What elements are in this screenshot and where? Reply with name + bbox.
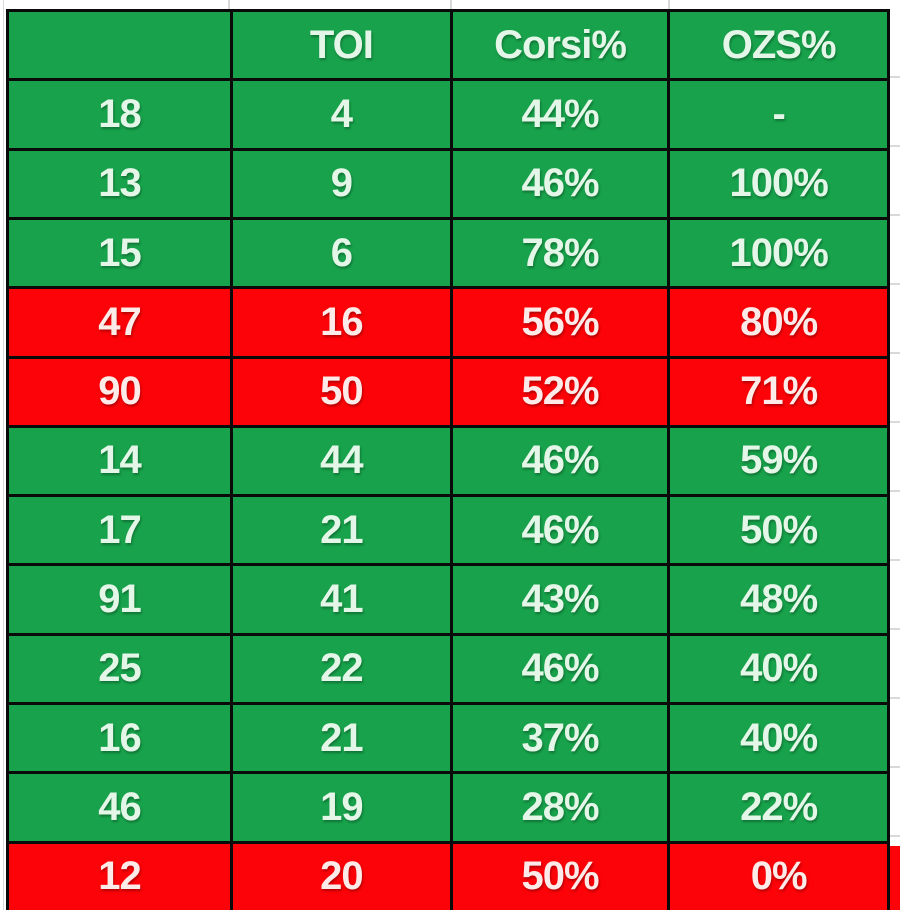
cell-ozs[interactable]: 80% — [670, 289, 887, 356]
header-cell-ozs[interactable]: OZS% — [670, 12, 887, 79]
cell-ozs[interactable]: 71% — [670, 358, 887, 425]
sheet-right-margin — [890, 9, 900, 910]
cell-toi[interactable]: 19 — [233, 774, 450, 841]
cell-corsi[interactable]: 46% — [452, 150, 668, 217]
sheet-gridline-top-3 — [668, 0, 670, 9]
cell-toi[interactable]: 16 — [233, 289, 450, 356]
stats-table: TOI Corsi% OZS% 18 4 44% - 13 9 46% 100%… — [6, 9, 890, 910]
header-cell-corsi[interactable]: Corsi% — [452, 12, 668, 79]
cell-ozs[interactable]: 100% — [670, 219, 887, 287]
sheet-gridline-left — [3, 0, 4, 910]
cell-toi[interactable]: 6 — [233, 219, 450, 287]
cell-player[interactable]: 14 — [9, 427, 231, 495]
cell-player[interactable]: 18 — [9, 81, 231, 148]
sheet-gridline-top-2 — [450, 0, 452, 9]
cell-toi[interactable]: 21 — [233, 497, 450, 564]
cell-toi[interactable]: 50 — [233, 358, 450, 425]
cell-player[interactable]: 13 — [9, 150, 231, 217]
cell-toi[interactable]: 22 — [233, 635, 450, 703]
cell-player[interactable]: 46 — [9, 774, 231, 841]
cell-toi[interactable]: 21 — [233, 705, 450, 772]
cell-player[interactable]: 17 — [9, 497, 231, 564]
cell-corsi[interactable]: 46% — [452, 497, 668, 564]
red-spillover-strip — [890, 846, 900, 910]
cell-corsi[interactable]: 37% — [452, 705, 668, 772]
cell-ozs[interactable]: 22% — [670, 774, 887, 841]
cell-corsi[interactable]: 52% — [452, 358, 668, 425]
cell-ozs[interactable]: 59% — [670, 427, 887, 495]
cell-player[interactable]: 12 — [9, 843, 231, 910]
cell-ozs[interactable]: 0% — [670, 843, 887, 910]
cell-toi[interactable]: 4 — [233, 81, 450, 148]
cell-toi[interactable]: 9 — [233, 150, 450, 217]
cell-corsi[interactable]: 50% — [452, 843, 668, 910]
cell-corsi[interactable]: 28% — [452, 774, 668, 841]
cell-toi[interactable]: 44 — [233, 427, 450, 495]
cell-corsi[interactable]: 46% — [452, 427, 668, 495]
cell-corsi[interactable]: 43% — [452, 566, 668, 633]
sheet-gridline-top-1 — [228, 0, 230, 9]
cell-ozs[interactable]: 100% — [670, 150, 887, 217]
header-cell-toi[interactable]: TOI — [233, 12, 450, 79]
cell-ozs[interactable]: 48% — [670, 566, 887, 633]
cell-toi[interactable]: 20 — [233, 843, 450, 910]
cell-ozs[interactable]: 40% — [670, 635, 887, 703]
header-cell-player[interactable] — [9, 12, 231, 79]
cell-player[interactable]: 16 — [9, 705, 231, 772]
cell-corsi[interactable]: 46% — [452, 635, 668, 703]
cell-player[interactable]: 25 — [9, 635, 231, 703]
cell-toi[interactable]: 41 — [233, 566, 450, 633]
cell-corsi[interactable]: 56% — [452, 289, 668, 356]
cell-player[interactable]: 15 — [9, 219, 231, 287]
cell-player[interactable]: 90 — [9, 358, 231, 425]
cell-ozs[interactable]: 50% — [670, 497, 887, 564]
cell-corsi[interactable]: 78% — [452, 219, 668, 287]
cell-player[interactable]: 47 — [9, 289, 231, 356]
cell-player[interactable]: 91 — [9, 566, 231, 633]
cell-ozs[interactable]: 40% — [670, 705, 887, 772]
cell-ozs[interactable]: - — [670, 81, 887, 148]
cell-corsi[interactable]: 44% — [452, 81, 668, 148]
